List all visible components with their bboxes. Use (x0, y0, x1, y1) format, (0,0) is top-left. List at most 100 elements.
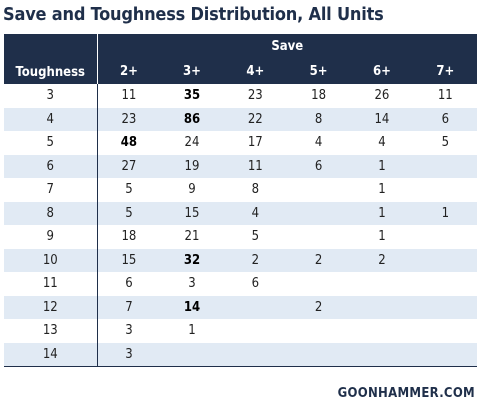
toughness-cell: 9 (4, 225, 98, 249)
value-cell: 48 (120, 135, 138, 151)
value-cell (160, 342, 224, 367)
value-cell: 26 (374, 88, 390, 104)
value-cell: 2 (350, 248, 414, 272)
value-cell: 4 (314, 135, 323, 151)
value-cell (350, 319, 413, 343)
value-cell: 2 (223, 248, 287, 272)
table-row: 4 23 86 22 8 14 6 (4, 107, 477, 131)
value-cell: 6 (286, 154, 351, 178)
toughness-cell: 13 (4, 319, 98, 343)
value-cell: 1 (413, 201, 477, 225)
value-cell: 18 (121, 229, 137, 245)
value-cell (224, 319, 287, 343)
table-row: 10 15 32 2 2 2 (4, 248, 477, 272)
value-cell: 27 (97, 154, 161, 178)
toughness-cell: 11 (4, 272, 98, 296)
value-cell: 6 (251, 276, 260, 292)
value-cell: 1 (188, 323, 196, 339)
distribution-table: Toughness Save 2+ 3+ 4+ 5+ 6+ 7+ 3 11 35 23 18 26 1… (4, 34, 477, 367)
value-cell: 6 (413, 107, 477, 131)
toughness-cell: 4 (4, 107, 98, 131)
value-cell: 1 (350, 201, 414, 225)
save-column-header: 5+ (286, 58, 351, 84)
value-cell: 19 (160, 154, 224, 178)
value-cell: 21 (184, 229, 200, 245)
value-cell: 23 (247, 88, 263, 104)
table-row: 14 3 (4, 342, 477, 367)
value-cell (287, 225, 350, 249)
value-cell: 15 (97, 248, 161, 272)
table-row: 9 18 21 5 1 (4, 225, 477, 249)
table-body: 3 11 35 23 18 26 11 4 23 86 22 8 14 6 5 48 24 17 4 4 5 6 27 19 1… (4, 84, 477, 367)
value-cell: 32 (160, 248, 224, 272)
value-cell: 4 (378, 135, 386, 151)
toughness-header: Toughness (4, 34, 98, 84)
save-column-headers: 2+ 3+ 4+ 5+ 6+ 7+ (4, 58, 477, 84)
value-cell: 2 (286, 248, 351, 272)
value-cell (414, 178, 477, 202)
value-cell: 2 (286, 295, 351, 319)
value-cell: 24 (184, 135, 200, 151)
toughness-cell: 3 (4, 84, 98, 108)
value-cell (413, 295, 477, 319)
value-cell: 9 (188, 182, 196, 198)
value-cell: 15 (160, 201, 224, 225)
value-cell (286, 201, 351, 225)
value-cell (414, 225, 477, 249)
table-row: 3 11 35 23 18 26 11 (4, 84, 477, 108)
value-cell (350, 342, 414, 367)
toughness-cell: 8 (4, 201, 98, 225)
value-cell: 8 (286, 107, 351, 131)
save-column-header: 4+ (223, 58, 287, 84)
value-cell (350, 295, 414, 319)
value-cell: 17 (247, 135, 263, 151)
value-cell (287, 319, 350, 343)
value-cell: 14 (350, 107, 414, 131)
value-cell: 5 (441, 135, 450, 151)
toughness-cell: 7 (4, 178, 98, 202)
value-cell: 18 (311, 88, 327, 104)
chart-title: Save and Toughness Distribution, All Uni… (3, 4, 384, 25)
value-cell (287, 178, 350, 202)
value-cell: 1 (378, 229, 386, 245)
value-cell (286, 342, 351, 367)
value-cell (223, 295, 287, 319)
value-cell: 8 (251, 182, 260, 198)
value-cell: 35 (183, 88, 201, 104)
value-cell: 5 (251, 229, 260, 245)
save-group-header: Save (97, 34, 477, 58)
value-cell: 14 (160, 295, 224, 319)
value-cell (413, 342, 477, 367)
save-column-header: 6+ (350, 58, 414, 84)
table-row: 8 5 15 4 1 1 (4, 201, 477, 225)
brand-watermark: GOONHAMMER.COM (337, 386, 475, 401)
value-cell (287, 272, 350, 296)
value-cell: 1 (378, 182, 386, 198)
toughness-cell: 12 (4, 295, 98, 319)
value-cell (413, 154, 477, 178)
value-cell: 5 (97, 201, 161, 225)
value-cell (414, 272, 477, 296)
value-cell: 4 (223, 201, 287, 225)
value-cell: 1 (350, 154, 414, 178)
table-row: 13 3 1 (4, 319, 477, 343)
save-column-header: 7+ (413, 58, 477, 84)
table-row: 7 5 9 8 1 (4, 178, 477, 202)
value-cell (223, 342, 287, 367)
table-row: 11 6 3 6 (4, 272, 477, 296)
table-row: 6 27 19 11 6 1 (4, 154, 477, 178)
value-cell: 6 (125, 276, 133, 292)
toughness-cell: 6 (4, 154, 98, 178)
value-cell (350, 272, 413, 296)
value-cell: 11 (223, 154, 287, 178)
value-cell: 7 (97, 295, 161, 319)
table-row: 5 48 24 17 4 4 5 (4, 131, 477, 155)
value-cell: 3 (97, 342, 161, 367)
value-cell: 3 (125, 323, 133, 339)
table-header: Toughness Save 2+ 3+ 4+ 5+ 6+ 7+ (4, 34, 477, 84)
value-cell: 11 (437, 88, 453, 104)
table-row: 12 7 14 2 (4, 295, 477, 319)
toughness-cell: 5 (4, 131, 98, 155)
value-cell (414, 319, 477, 343)
